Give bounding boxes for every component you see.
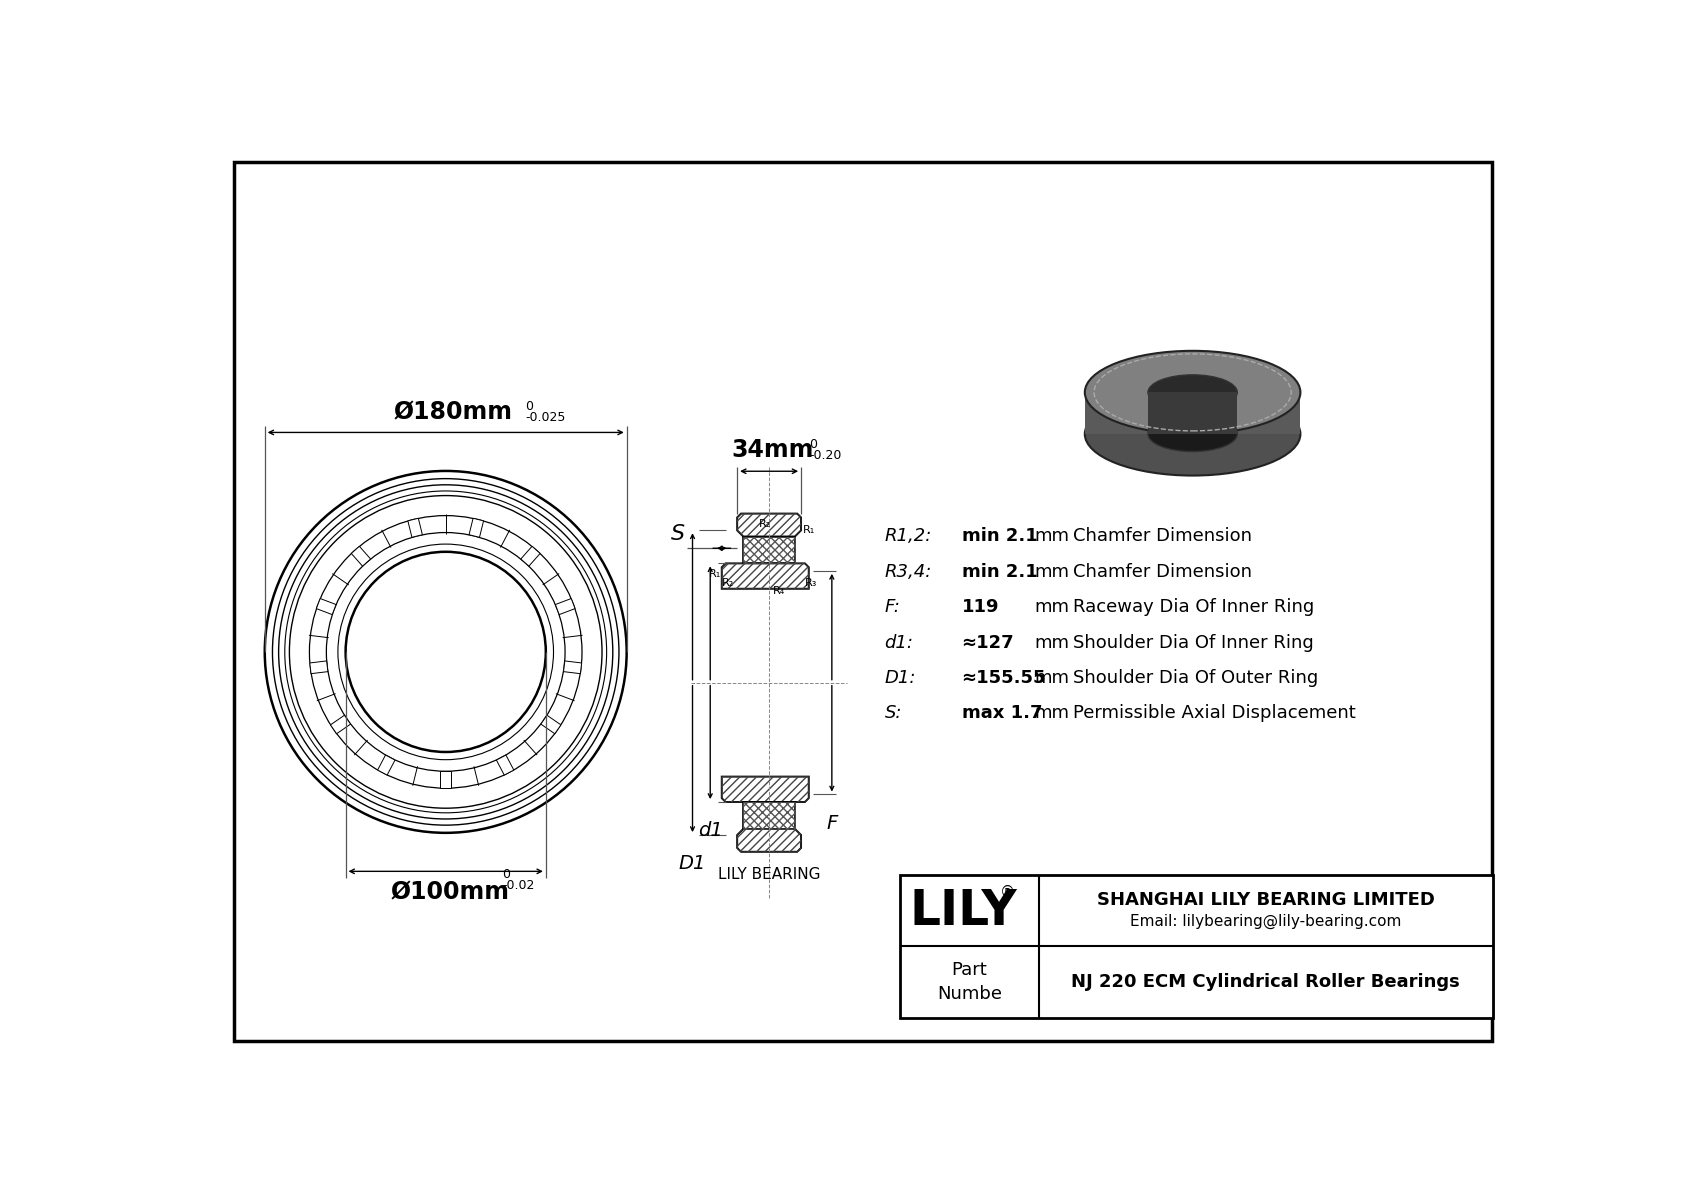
Text: Shoulder Dia Of Outer Ring: Shoulder Dia Of Outer Ring	[1073, 669, 1319, 687]
Text: 0: 0	[808, 438, 817, 451]
Bar	[1148, 392, 1238, 434]
Text: Ø100mm: Ø100mm	[391, 880, 509, 905]
Polygon shape	[520, 547, 541, 566]
Text: mm: mm	[1034, 528, 1069, 545]
Polygon shape	[408, 518, 423, 537]
Text: LILY BEARING: LILY BEARING	[717, 867, 820, 883]
Text: Chamfer Dimension: Chamfer Dimension	[1073, 563, 1253, 581]
Polygon shape	[377, 755, 396, 775]
Ellipse shape	[1084, 351, 1300, 434]
Ellipse shape	[1148, 417, 1238, 451]
Text: R₁: R₁	[709, 569, 721, 579]
Polygon shape	[541, 716, 561, 734]
Text: d1: d1	[697, 822, 722, 840]
Text: S: S	[670, 524, 685, 544]
Text: Raceway Dia Of Inner Ring: Raceway Dia Of Inner Ring	[1073, 598, 1315, 616]
Text: R3,4:: R3,4:	[884, 563, 931, 581]
Polygon shape	[743, 536, 795, 563]
Text: max 1.7: max 1.7	[962, 705, 1042, 723]
Text: 0: 0	[502, 868, 510, 881]
Text: mm: mm	[1034, 634, 1069, 651]
Text: LILY: LILY	[909, 886, 1017, 935]
Text: F:: F:	[884, 598, 901, 616]
Text: 0: 0	[525, 400, 534, 413]
Text: mm: mm	[1034, 705, 1069, 723]
Text: d1:: d1:	[884, 634, 914, 651]
Text: mm: mm	[1034, 598, 1069, 616]
Text: SHANGHAI LILY BEARING LIMITED: SHANGHAI LILY BEARING LIMITED	[1096, 891, 1435, 909]
Polygon shape	[470, 518, 483, 537]
Text: D1:: D1:	[884, 669, 916, 687]
Polygon shape	[330, 716, 350, 734]
Polygon shape	[352, 547, 370, 566]
Polygon shape	[743, 802, 795, 829]
Text: F: F	[827, 813, 837, 833]
Text: R1,2:: R1,2:	[884, 528, 931, 545]
Text: 119: 119	[962, 598, 999, 616]
Text: 34mm: 34mm	[733, 438, 813, 462]
Text: min 2.1: min 2.1	[962, 528, 1037, 545]
Polygon shape	[317, 599, 337, 615]
Text: -0.20: -0.20	[808, 449, 842, 462]
Text: R₄: R₄	[773, 586, 785, 596]
Text: ≈155.55: ≈155.55	[962, 669, 1046, 687]
Text: ®: ®	[1000, 885, 1015, 899]
Text: R₂: R₂	[722, 578, 734, 588]
Text: Shoulder Dia Of Inner Ring: Shoulder Dia Of Inner Ring	[1073, 634, 1314, 651]
Text: S:: S:	[884, 705, 903, 723]
Bar	[899, 875, 1494, 1017]
Text: Email: lilybearing@lily-bearing.com: Email: lilybearing@lily-bearing.com	[1130, 913, 1401, 929]
Text: R₁: R₁	[803, 525, 815, 535]
Text: mm: mm	[1034, 669, 1069, 687]
Text: mm: mm	[1034, 563, 1069, 581]
Polygon shape	[738, 513, 802, 536]
Text: Part
Numbe: Part Numbe	[936, 961, 1002, 1003]
Polygon shape	[738, 829, 802, 852]
Text: R₃: R₃	[805, 578, 817, 588]
Polygon shape	[310, 661, 328, 674]
Polygon shape	[556, 599, 574, 615]
Polygon shape	[440, 772, 451, 788]
Ellipse shape	[1084, 392, 1300, 475]
Polygon shape	[564, 661, 581, 674]
Text: Ø180mm: Ø180mm	[394, 400, 514, 425]
Text: Chamfer Dimension: Chamfer Dimension	[1073, 528, 1253, 545]
Polygon shape	[722, 777, 808, 802]
Ellipse shape	[1148, 375, 1238, 410]
Text: -0.025: -0.025	[525, 411, 566, 424]
Text: D1: D1	[679, 854, 706, 873]
Polygon shape	[497, 755, 514, 775]
Text: -0.02: -0.02	[502, 879, 534, 892]
Text: ≈127: ≈127	[962, 634, 1014, 651]
Text: NJ 220 ECM Cylindrical Roller Bearings: NJ 220 ECM Cylindrical Roller Bearings	[1071, 973, 1460, 991]
Text: Permissible Axial Displacement: Permissible Axial Displacement	[1073, 705, 1356, 723]
Text: R₂: R₂	[759, 519, 771, 529]
Polygon shape	[722, 563, 808, 588]
Text: min 2.1: min 2.1	[962, 563, 1037, 581]
Bar	[1084, 392, 1300, 434]
